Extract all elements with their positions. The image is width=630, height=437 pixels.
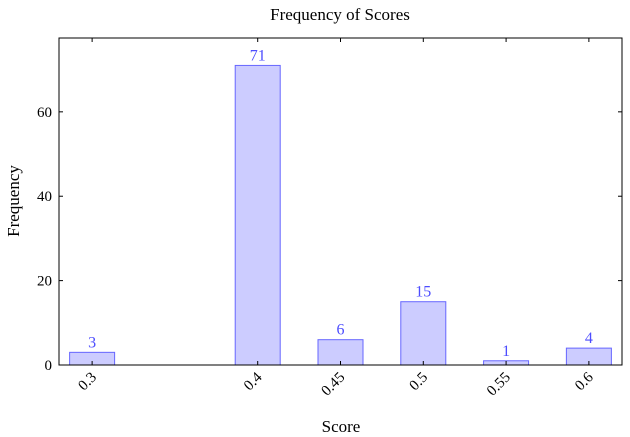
bars-group <box>69 64 612 366</box>
x-tick-label: 0.6 <box>572 369 597 394</box>
y-tick-label: 20 <box>37 274 52 290</box>
data-labels-group: 3 71 6 15 1 4 <box>88 47 593 359</box>
y-tick-label: 60 <box>37 105 52 121</box>
data-label: 4 <box>585 330 593 347</box>
data-label: 1 <box>502 343 510 360</box>
chart-title: Frequency of Scores <box>270 5 410 24</box>
y-axis-label: Frequency <box>4 165 23 237</box>
data-label: 15 <box>415 284 431 301</box>
bar-0.5 <box>400 301 447 366</box>
y-tick-label: 40 <box>37 189 52 205</box>
y-tick-label: 0 <box>45 358 53 374</box>
data-label: 3 <box>88 334 96 351</box>
y-axis-ticks: 0 20 40 60 <box>37 105 622 374</box>
data-label: 6 <box>337 322 345 339</box>
x-axis-label: Score <box>322 417 361 436</box>
x-tick-label: 0.4 <box>241 369 266 394</box>
data-label: 71 <box>250 47 266 64</box>
x-tick-label: 0.55 <box>484 370 514 400</box>
x-tick-label: 0.45 <box>318 370 348 400</box>
bar-0.4 <box>234 64 281 366</box>
x-tick-label: 0.3 <box>75 370 100 395</box>
plot-frame <box>58 37 623 366</box>
bar-0.45 <box>317 339 364 366</box>
x-tick-label: 0.5 <box>407 370 432 395</box>
